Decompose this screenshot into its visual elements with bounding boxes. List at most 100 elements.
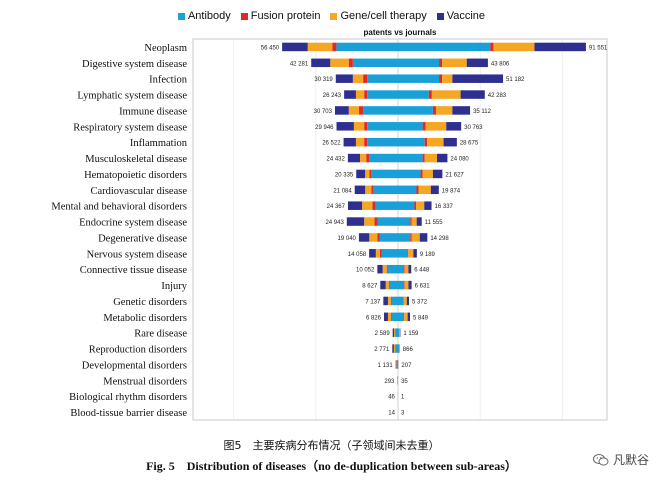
bar-left-antibody — [379, 233, 398, 242]
bar-right-antibody — [398, 137, 425, 147]
bar-right-gene-cell-therapy — [442, 58, 467, 68]
bar-left-antibody — [371, 169, 398, 179]
bar-left-fusion-protein — [359, 106, 364, 115]
bar-left-fusion-protein — [386, 264, 388, 274]
bar-right-antibody — [398, 328, 400, 337]
data-label-right: 9 189 — [420, 252, 436, 258]
bar-right-antibody — [398, 233, 411, 242]
bar-left-gene-cell-therapy — [348, 106, 359, 115]
bar-right-vaccine — [443, 137, 457, 147]
bar-right-antibody — [398, 312, 404, 322]
bar-left-antibody — [369, 153, 398, 163]
bar-left-vaccine — [392, 328, 395, 337]
bar-left-vaccine — [282, 42, 308, 52]
data-label-right: 24 080 — [450, 157, 469, 163]
bar-right-fusion-protein — [410, 217, 412, 226]
bar-right-antibody — [398, 106, 433, 115]
bar-left-vaccine — [311, 58, 331, 68]
bar-right-gene-cell-therapy — [408, 249, 414, 258]
bar-right-vaccine — [408, 264, 412, 274]
data-label-left: 7 137 — [365, 299, 381, 305]
data-label-right: 3 — [401, 411, 405, 417]
bar-left-vaccine — [335, 74, 353, 83]
legend-label-fusion-protein: Fusion protein — [250, 10, 321, 22]
bar-left-fusion-protein — [332, 42, 337, 52]
data-label-left: 29 946 — [315, 125, 334, 131]
category-label: Mental and behavioral disorders — [51, 202, 187, 213]
category-label: Metabolic disorders — [103, 313, 187, 324]
data-label-left: 46 — [388, 395, 395, 401]
bar-right-antibody — [398, 264, 405, 274]
bar-left-antibody — [367, 90, 398, 99]
bar-left-antibody — [389, 280, 398, 290]
data-label-right: 51 182 — [506, 77, 525, 83]
category-label: Rare disease — [134, 329, 187, 340]
bar-left-vaccine — [383, 296, 388, 306]
data-label-right: 14 298 — [430, 236, 449, 242]
data-label-left: 19 040 — [338, 236, 357, 242]
bar-left-fusion-protein — [388, 280, 390, 290]
bar-left-fusion-protein — [372, 201, 376, 210]
bar-right-fusion-protein — [407, 249, 409, 258]
bar-left-vaccine — [369, 249, 376, 258]
category-label: Nervous system disease — [87, 249, 188, 260]
category-label: Blood-tissue barrier disease — [70, 408, 187, 419]
bar-left-vaccine — [383, 312, 388, 322]
bar-left-gene-cell-therapy — [385, 280, 389, 290]
plot-frame — [192, 38, 608, 421]
bar-left-vaccine — [336, 122, 354, 131]
bar-left-vaccine — [380, 280, 386, 290]
bar-right-gene-cell-therapy — [404, 312, 408, 322]
legend-item-antibody: Antibody — [177, 10, 231, 22]
bar-right-antibody — [398, 249, 408, 258]
bar-right-gene-cell-therapy — [404, 264, 409, 274]
bar-left-gene-cell-therapy — [330, 58, 349, 68]
bar-right-antibody — [398, 217, 411, 226]
bar-left-antibody — [375, 201, 398, 210]
data-label-right: 35 112 — [473, 109, 492, 115]
bar-left-antibody — [373, 185, 398, 195]
data-label-left: 56 450 — [261, 45, 280, 51]
data-label-right: 11 555 — [425, 220, 444, 226]
bar-left-antibody — [391, 296, 398, 306]
bar-left-antibody — [367, 74, 398, 83]
bar-left-fusion-protein — [371, 185, 374, 195]
bar-left-fusion-protein — [379, 249, 382, 258]
bar-right-vaccine — [460, 90, 485, 99]
category-label: Immune disease — [119, 106, 187, 117]
bar-left-antibody — [391, 312, 398, 322]
data-label-left: 24 367 — [327, 204, 346, 210]
category-label: Reproduction disorders — [89, 345, 187, 356]
bar-left-antibody — [367, 122, 398, 131]
chart-legend: Antibody Fusion protein Gene/cell therap… — [0, 8, 663, 24]
bar-right-vaccine — [406, 296, 410, 306]
category-label: Lymphatic system disease — [77, 91, 187, 102]
bar-left-vaccine — [334, 106, 349, 115]
data-label-right: 42 283 — [488, 93, 507, 99]
bar-right-fusion-protein — [432, 106, 436, 115]
data-label-right: 35 — [401, 379, 408, 385]
bar-right-gene-cell-therapy — [422, 169, 433, 179]
data-label-right: 5 372 — [412, 299, 428, 305]
bar-right-gene-cell-therapy — [403, 296, 407, 306]
bar-right-antibody — [398, 90, 429, 99]
category-label: Connective tissue disease — [80, 265, 188, 276]
bar-right-antibody — [398, 169, 421, 179]
data-label-right: 21 627 — [445, 172, 464, 178]
category-label: Developmental disorders — [82, 360, 187, 371]
bar-left-antibody — [336, 42, 398, 52]
bar-left-vaccine — [347, 201, 363, 210]
data-label-right: 6 631 — [415, 284, 431, 290]
legend-label-antibody: Antibody — [187, 10, 231, 22]
bar-right-gene-cell-therapy — [431, 90, 461, 99]
data-label-left: 30 319 — [314, 77, 333, 83]
bar-left-gene-cell-therapy — [353, 122, 365, 131]
chart-title: patents vs journals — [363, 28, 437, 37]
bar-left-fusion-protein — [391, 296, 392, 306]
bar-left-fusion-protein — [374, 217, 378, 226]
bar-right-gene-cell-therapy — [411, 217, 417, 226]
category-label: Genetic disorders — [113, 297, 187, 308]
bar-left-fusion-protein — [377, 233, 380, 242]
bar-right-fusion-protein — [490, 42, 494, 52]
bar-right-gene-cell-therapy — [404, 280, 409, 290]
